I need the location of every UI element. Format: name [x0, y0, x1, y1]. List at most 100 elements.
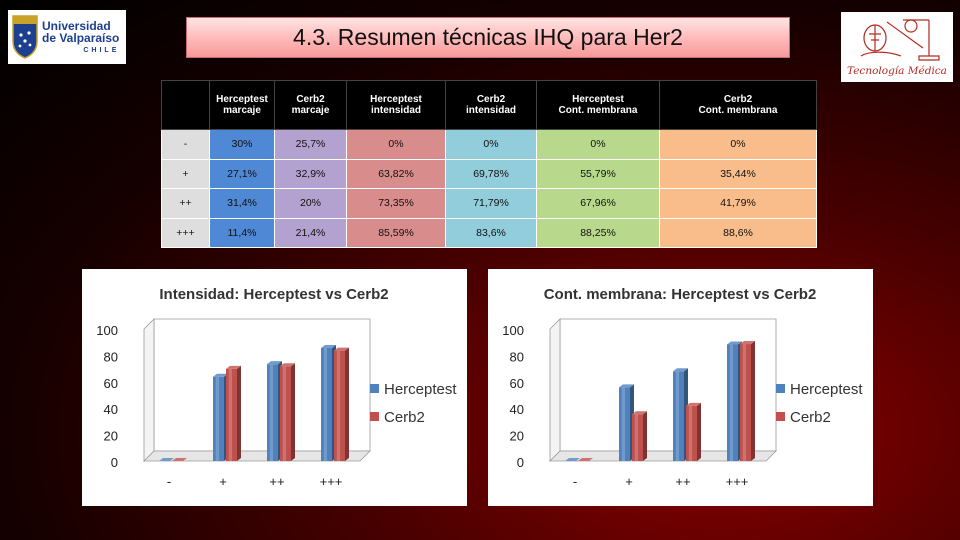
- membrana-legend-label: Cerb2: [790, 409, 831, 426]
- membrana-bar-herceptest: [727, 341, 742, 461]
- table-header-cell: Herceptest intensidad: [346, 80, 446, 130]
- table-header-cell: Cerb2 Cont. membrana: [659, 80, 817, 130]
- intensidad-x-tick-label: +: [219, 474, 227, 489]
- membrana-y-tick-label: 40: [510, 402, 524, 417]
- results-table: Herceptest marcaje Cerb2 marcaje Herceptes…: [161, 80, 817, 248]
- table-cell: 21,4%: [274, 217, 347, 248]
- intensidad-chart-svg: Intensidad: Herceptest vs Cerb2 0 20 40 60 80…: [96, 286, 457, 489]
- table-cell: 73,35%: [346, 188, 446, 219]
- table-cell: 85,59%: [346, 217, 446, 248]
- intensidad-y-tick-label: 0: [111, 455, 118, 470]
- intensidad-y-tick-label: 80: [104, 349, 118, 364]
- intensidad-x-tick-label: -: [167, 474, 171, 489]
- table-cell: 0%: [346, 129, 446, 160]
- membrana-x-tick-label: ++: [675, 474, 690, 489]
- membrana-y-tick-label: 0: [517, 455, 524, 470]
- table-row: + 27,1% 32,9% 63,82% 69,78% 55,79% 35,44…: [161, 158, 817, 189]
- membrana-legend-label: Herceptest: [790, 381, 863, 398]
- logo-caption: Tecnología Médica: [847, 65, 947, 77]
- table-header-cell: Cerb2 intensidad: [445, 80, 537, 130]
- table-cell: 0%: [659, 129, 817, 160]
- membrana-x-tick-label: +++: [726, 474, 749, 489]
- membrana-side-wall: [549, 318, 561, 462]
- row-label: +: [161, 158, 210, 189]
- intensidad-bar-cerb2: [226, 365, 241, 461]
- membrana-bar-cerb2: [632, 411, 647, 461]
- microscope-icon: [860, 19, 940, 61]
- table-cell: 67,96%: [536, 188, 660, 219]
- membrana-x-tick-label: +: [625, 474, 633, 489]
- intensidad-bar-cerb2: [334, 347, 349, 461]
- intensidad-bar-herceptest: [267, 361, 282, 461]
- membrana-bar-herceptest: [673, 368, 688, 461]
- table-cell: 0%: [445, 129, 537, 160]
- row-label: +++: [161, 217, 210, 248]
- membrana-bar-cerb2: [740, 341, 755, 461]
- table-row: - 30% 25,7% 0% 0% 0% 0%: [161, 129, 817, 160]
- table-header-cell: Cerb2 marcaje: [274, 80, 347, 130]
- table-cell: 41,79%: [659, 188, 817, 219]
- intensidad-bar-herceptest: [213, 373, 228, 461]
- table-header-cell: Herceptest Cont. membrana: [536, 80, 660, 130]
- page-title: 4.3. Resumen técnicas IHQ para Her2: [186, 17, 790, 58]
- membrana-y-tick-label: 20: [510, 429, 524, 444]
- membrana-y-tick-label: 100: [502, 323, 524, 338]
- table-cell: 30%: [209, 129, 275, 160]
- membrana-title: Cont. membrana: Herceptest vs Cerb2: [544, 286, 817, 303]
- intensidad-x-tick-label: +++: [320, 474, 343, 489]
- table-cell: 11,4%: [209, 217, 275, 248]
- intensidad-side-wall: [143, 318, 155, 462]
- intensidad-legend-label: Herceptest: [384, 381, 457, 398]
- membrana-bar-cerb2: [578, 458, 593, 461]
- row-label: -: [161, 129, 210, 160]
- membrana-y-tick-label: 60: [510, 376, 524, 391]
- table-cell: 32,9%: [274, 158, 347, 189]
- membrana-bar-herceptest: [565, 458, 580, 461]
- intensidad-bar-cerb2: [172, 458, 187, 461]
- table-row: +++ 11,4% 21,4% 85,59% 83,6% 88,25% 88,6…: [161, 217, 817, 248]
- table-cell: 69,78%: [445, 158, 537, 189]
- intensidad-title: Intensidad: Herceptest vs Cerb2: [159, 286, 388, 303]
- intensidad-y-tick-label: 60: [104, 376, 118, 391]
- intensidad-legend-label: Cerb2: [384, 409, 425, 426]
- table-cell: 0%: [536, 129, 660, 160]
- logo-text-line3: CHILE: [83, 46, 120, 54]
- table-header-cell: Herceptest marcaje: [209, 80, 275, 130]
- table-cell: 35,44%: [659, 158, 817, 189]
- intensidad-bar-herceptest: [159, 458, 174, 461]
- intensidad-legend-swatch: [370, 384, 379, 393]
- table-cell: 55,79%: [536, 158, 660, 189]
- table-cell: 31,4%: [209, 188, 275, 219]
- membrana-chart: Cont. membrana: Herceptest vs Cerb2 0 20 40…: [488, 269, 873, 506]
- membrana-x-tick-label: -: [573, 474, 577, 489]
- table-cell: 25,7%: [274, 129, 347, 160]
- table-cell: 71,79%: [445, 188, 537, 219]
- intensidad-x-tick-label: ++: [269, 474, 284, 489]
- row-label: ++: [161, 188, 210, 219]
- intensidad-legend-swatch: [370, 412, 379, 421]
- logo-text-line1: Universidad: [42, 18, 111, 33]
- table-cell: 88,6%: [659, 217, 817, 248]
- logo-text-line2: de Valparaíso: [42, 31, 120, 46]
- membrana-bar-herceptest: [619, 384, 634, 461]
- table-cell: 88,25%: [536, 217, 660, 248]
- shield-icon: [12, 15, 38, 59]
- membrana-legend-swatch: [776, 412, 785, 421]
- membrana-legend-swatch: [776, 384, 785, 393]
- table-header-row: Herceptest marcaje Cerb2 marcaje Herceptes…: [161, 80, 817, 130]
- table-cell: 20%: [274, 188, 347, 219]
- table-cell: 83,6%: [445, 217, 537, 248]
- intensidad-bar-cerb2: [280, 363, 295, 461]
- membrana-bar-cerb2: [686, 402, 701, 461]
- page-title-text: 4.3. Resumen técnicas IHQ para Her2: [293, 24, 683, 50]
- table-cell: 27,1%: [209, 158, 275, 189]
- table-row: ++ 31,4% 20% 73,35% 71,79% 67,96% 41,79%: [161, 188, 817, 219]
- intensidad-y-tick-label: 40: [104, 402, 118, 417]
- intensidad-bar-herceptest: [321, 345, 336, 461]
- intensidad-y-tick-label: 20: [104, 429, 118, 444]
- intensidad-chart: Intensidad: Herceptest vs Cerb2 0 20 40 60 80…: [82, 269, 467, 506]
- membrana-chart-svg: Cont. membrana: Herceptest vs Cerb2 0 20 40…: [502, 286, 863, 489]
- universidad-valparaiso-logo: Universidad de Valparaíso CHILE: [8, 10, 126, 64]
- table-header-corner: [161, 80, 210, 130]
- table-cell: 63,82%: [346, 158, 446, 189]
